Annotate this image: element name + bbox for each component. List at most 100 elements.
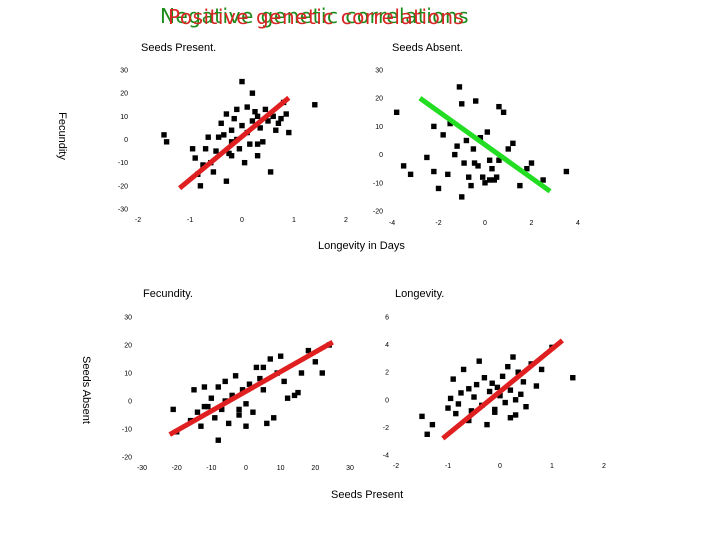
- data-point: [455, 401, 462, 407]
- data-point: [517, 182, 523, 189]
- y-tick-label: 0: [128, 399, 132, 406]
- data-point: [228, 153, 235, 159]
- data-point: [254, 141, 261, 147]
- data-point: [460, 366, 467, 373]
- data-point: [247, 141, 253, 147]
- data-point: [497, 392, 503, 399]
- data-point: [284, 395, 291, 401]
- data-point: [570, 375, 576, 381]
- data-point: [267, 169, 274, 175]
- y-tick-label: 0: [124, 137, 128, 144]
- data-point: [563, 168, 570, 175]
- data-point: [200, 162, 206, 168]
- data-point: [246, 381, 253, 387]
- data-point: [477, 134, 484, 141]
- data-point: [447, 395, 454, 402]
- x-tick-label: -2: [393, 463, 399, 470]
- chart-bottom-right: 6 4 2 0 -2 -4 -2 -1 0 1 2: [383, 315, 606, 471]
- data-point: [533, 383, 540, 389]
- data-point: [161, 132, 167, 138]
- data-point: [198, 423, 204, 429]
- data-point: [305, 347, 312, 354]
- x-tick-label: -1: [187, 217, 193, 224]
- data-point: [208, 395, 215, 401]
- x-tick-label: 0: [498, 463, 502, 470]
- data-point: [212, 415, 218, 421]
- data-point: [520, 379, 527, 385]
- data-point: [512, 412, 519, 418]
- data-point: [267, 356, 273, 362]
- data-point: [505, 363, 511, 370]
- data-point: [231, 115, 237, 122]
- heading-seeds-absent: Seeds Absent.: [392, 42, 463, 54]
- data-point: [219, 406, 225, 413]
- data-point: [260, 387, 267, 393]
- data-point: [468, 408, 475, 414]
- data-point: [277, 353, 284, 359]
- data-point: [502, 399, 508, 406]
- data-point: [229, 392, 235, 399]
- data-point: [192, 155, 198, 161]
- data-point: [452, 151, 458, 158]
- x-tick-label: 30: [346, 465, 354, 472]
- y-tick-label: -2: [383, 425, 389, 432]
- data-point: [244, 104, 250, 110]
- data-point: [264, 420, 270, 427]
- data-point: [459, 194, 465, 200]
- data-point: [225, 420, 232, 427]
- y-tick-label: 2: [385, 370, 389, 377]
- data-point: [500, 109, 507, 115]
- data-point: [312, 359, 319, 365]
- data-point: [486, 388, 493, 395]
- data-point: [243, 423, 249, 429]
- x-axis-label-seeds-present: Seeds Present: [331, 489, 404, 501]
- data-point: [489, 380, 495, 386]
- y-tick-label: 20: [124, 343, 132, 350]
- data-point: [239, 122, 245, 129]
- data-point: [228, 127, 235, 133]
- data-point: [484, 421, 490, 428]
- data-point: [232, 373, 239, 379]
- y-tick-label: 0: [379, 152, 383, 159]
- data-point: [523, 404, 529, 410]
- y-tick-label: 6: [385, 315, 389, 322]
- data-point: [201, 384, 208, 390]
- data-point: [189, 146, 196, 152]
- data-point: [454, 143, 460, 149]
- heading-fecundity: Fecundity.: [143, 288, 193, 300]
- data-point: [484, 129, 491, 135]
- data-point: [270, 113, 276, 120]
- data-point: [191, 387, 197, 393]
- y-tick-label: 10: [124, 371, 132, 378]
- data-point: [257, 375, 263, 382]
- data-point: [197, 183, 204, 189]
- data-point: [194, 409, 201, 415]
- title-positive-correlations: Positive genetic correlations: [168, 5, 465, 29]
- title-negative-correlations: Negative genetic correlations: [160, 4, 470, 28]
- data-point: [494, 384, 501, 391]
- data-point: [447, 120, 453, 127]
- data-point: [499, 373, 506, 380]
- data-point: [170, 406, 176, 413]
- y-tick-label: -20: [373, 209, 383, 216]
- x-tick-label: 1: [292, 217, 296, 224]
- x-tick-label: 0: [240, 217, 244, 224]
- data-point: [281, 378, 287, 385]
- data-point: [540, 177, 546, 183]
- data-point: [486, 177, 493, 183]
- data-point: [491, 177, 497, 183]
- data-point: [505, 146, 511, 152]
- y-tick-label: 10: [375, 124, 383, 131]
- data-point: [524, 166, 530, 172]
- data-point: [473, 381, 480, 388]
- data-point: [456, 84, 463, 90]
- data-point: [515, 369, 521, 375]
- data-point: [407, 171, 414, 178]
- data-point: [252, 109, 258, 115]
- data-point: [507, 415, 514, 421]
- data-point: [236, 406, 242, 413]
- data-point: [459, 101, 465, 107]
- x-tick-label: 1: [550, 463, 554, 470]
- x-axis-label-longevity: Longevity in Days: [318, 240, 405, 252]
